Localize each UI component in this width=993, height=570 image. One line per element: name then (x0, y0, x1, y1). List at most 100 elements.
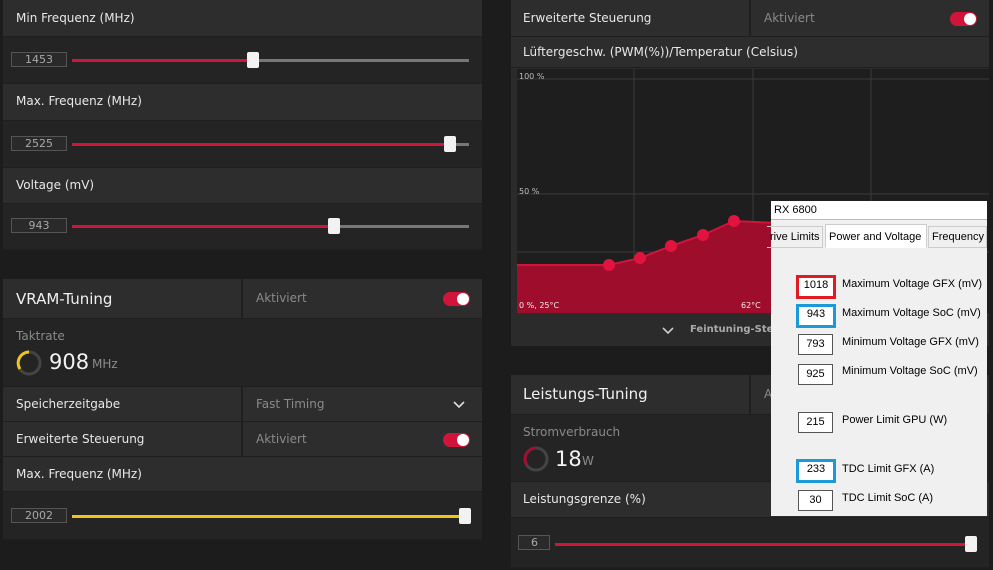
max-freq-slider-row: 2525 (3, 121, 482, 168)
divider (241, 387, 243, 421)
vram-maxfreq-value[interactable]: 2002 (11, 508, 67, 523)
vram-advanced-status: Aktiviert (256, 432, 307, 446)
min-freq-slider[interactable] (72, 52, 469, 68)
fan-y-mid: 50 % (519, 187, 540, 196)
vram-timing-value[interactable]: Fast Timing (256, 397, 325, 411)
fan-x-start: 0 %, 25°C (519, 301, 560, 310)
chevron-down-icon[interactable] (453, 401, 465, 409)
gauge-icon (16, 350, 42, 376)
power-title-right: A (764, 387, 773, 401)
fan-curve-point (603, 259, 615, 271)
min-voltage-gfx-label: Minimum Voltage GFX (mV) (842, 336, 979, 348)
vram-toggle[interactable] (443, 292, 470, 306)
vram-clock-value: 908 (49, 350, 90, 374)
vram-clock-row: Taktrate 908 MHz (3, 319, 482, 387)
power-limit-fill (555, 543, 971, 546)
vram-advanced-label: Erweiterte Steuerung (16, 432, 145, 446)
vram-maxfreq-slider-row: 2002 (3, 492, 482, 540)
voltage-row: Voltage (mV) (3, 168, 482, 204)
divider (241, 279, 243, 318)
min-freq-slider-row: 1453 (3, 37, 482, 84)
power-limit-gpu-input[interactable]: 215 (798, 412, 833, 433)
fan-curve-chart[interactable]: 100 % 50 % 0 %, 25°C 62°C (517, 69, 989, 313)
fan-advanced-status: Aktiviert (764, 11, 815, 25)
fan-advanced-toggle[interactable] (950, 12, 977, 26)
min-voltage-soc-label: Minimum Voltage SoC (mV) (842, 365, 978, 377)
min-voltage-soc-input[interactable]: 925 (798, 364, 833, 385)
fan-x-mid: 62°C (741, 301, 761, 310)
vram-maxfreq-fill (72, 515, 464, 518)
max-voltage-gfx-label: Maximum Voltage GFX (mV) (842, 278, 982, 290)
fan-advanced-label: Erweiterte Steuerung (523, 11, 652, 25)
max-freq-value[interactable]: 2525 (11, 136, 67, 151)
gauge-icon (523, 446, 549, 472)
vram-timing-row[interactable]: Speicherzeitgabe Fast Timing (3, 387, 482, 422)
min-freq-value[interactable]: 1453 (11, 52, 67, 67)
divider (749, 375, 751, 414)
power-limit-thumb[interactable] (965, 536, 977, 552)
tdc-limit-gfx-label: TDC Limit GFX (A) (842, 463, 935, 475)
voltage-thumb[interactable] (328, 218, 340, 234)
power-title: Leistungs-Tuning (523, 385, 648, 403)
max-freq-fill (72, 143, 449, 146)
power-limit-label: Leistungsgrenze (%) (523, 492, 646, 506)
power-limit-slider-row: 6 (511, 518, 989, 568)
max-voltage-gfx-input[interactable]: 1018 (796, 275, 836, 299)
max-freq-label: Max. Frequenz (MHz) (16, 94, 142, 108)
voltage-slider[interactable] (72, 218, 469, 234)
voltage-slider-row: 943 (3, 204, 482, 250)
gpu-tuning-panel: Min Frequenz (MHz) 1453 Max. Frequenz (M… (3, 0, 482, 250)
vram-maxfreq-row: Max. Frequenz (MHz) (3, 457, 482, 492)
tab-drive-limits[interactable]: rive Limits (767, 226, 823, 248)
vram-status: Aktiviert (256, 291, 307, 305)
power-limit-gpu-label: Power Limit GPU (W) (842, 414, 948, 426)
vram-clock-label: Taktrate (16, 329, 65, 343)
chevron-down-icon[interactable] (662, 327, 674, 335)
popup-title: RX 6800 (771, 201, 987, 220)
fan-chart-title: Lüftergeschw. (PWM(%))/Temperatur (Celsi… (523, 45, 798, 59)
vram-maxfreq-thumb[interactable] (459, 508, 471, 524)
power-consumption-value: 18 (555, 447, 582, 471)
fan-curve-point (634, 252, 646, 264)
power-consumption-unit: W (582, 454, 594, 468)
min-freq-thumb[interactable] (247, 52, 259, 68)
vram-header: VRAM-Tuning Aktiviert (3, 279, 482, 319)
vram-advanced-row: Erweiterte Steuerung Aktiviert (3, 422, 482, 457)
min-freq-row: Min Frequenz (MHz) (3, 0, 482, 37)
fan-chart-title-row: Lüftergeschw. (PWM(%))/Temperatur (Celsi… (511, 37, 989, 68)
max-freq-row: Max. Frequenz (MHz) (3, 84, 482, 121)
fan-curve-point (697, 229, 709, 241)
power-limit-slider[interactable] (555, 536, 977, 552)
vram-advanced-toggle[interactable] (443, 433, 470, 447)
vram-maxfreq-slider[interactable] (72, 508, 471, 524)
min-freq-fill (72, 59, 253, 62)
fan-y-top: 100 % (519, 72, 545, 81)
voltage-fill (72, 225, 334, 228)
power-limit-value[interactable]: 6 (518, 535, 550, 550)
fine-tuning-label[interactable]: Feintuning-Steu (690, 324, 781, 335)
vram-tuning-panel: VRAM-Tuning Aktiviert Taktrate 908 MHz S… (3, 279, 482, 540)
min-voltage-gfx-input[interactable]: 793 (798, 334, 833, 355)
rx6800-popup: RX 6800 rive Limits Power and Voltage Fr… (767, 201, 987, 516)
divider (749, 0, 751, 36)
power-consumption-label: Stromverbrauch (523, 425, 621, 439)
voltage-value[interactable]: 943 (11, 218, 67, 233)
max-freq-slider[interactable] (72, 136, 469, 152)
fan-advanced-row: Erweiterte Steuerung Aktiviert (511, 0, 989, 37)
max-freq-thumb[interactable] (444, 136, 456, 152)
tab-frequency[interactable]: Frequency (928, 226, 987, 248)
tab-power-and-voltage[interactable]: Power and Voltage (825, 224, 927, 248)
vram-title: VRAM-Tuning (16, 290, 113, 308)
min-freq-label: Min Frequenz (MHz) (16, 11, 135, 25)
vram-clock-unit: MHz (92, 357, 118, 371)
fan-curve-point (665, 240, 677, 252)
voltage-label: Voltage (mV) (16, 178, 95, 192)
tdc-limit-soc-label: TDC Limit SoC (A) (842, 492, 934, 504)
fan-curve-point (728, 215, 740, 227)
max-voltage-soc-input[interactable]: 943 (796, 304, 836, 328)
vram-timing-label: Speicherzeitgabe (16, 397, 121, 411)
max-voltage-soc-label: Maximum Voltage SoC (mV) (842, 307, 981, 319)
vram-maxfreq-label: Max. Frequenz (MHz) (16, 467, 142, 481)
tdc-limit-gfx-input[interactable]: 233 (796, 459, 836, 483)
tdc-limit-soc-input[interactable]: 30 (798, 490, 833, 511)
